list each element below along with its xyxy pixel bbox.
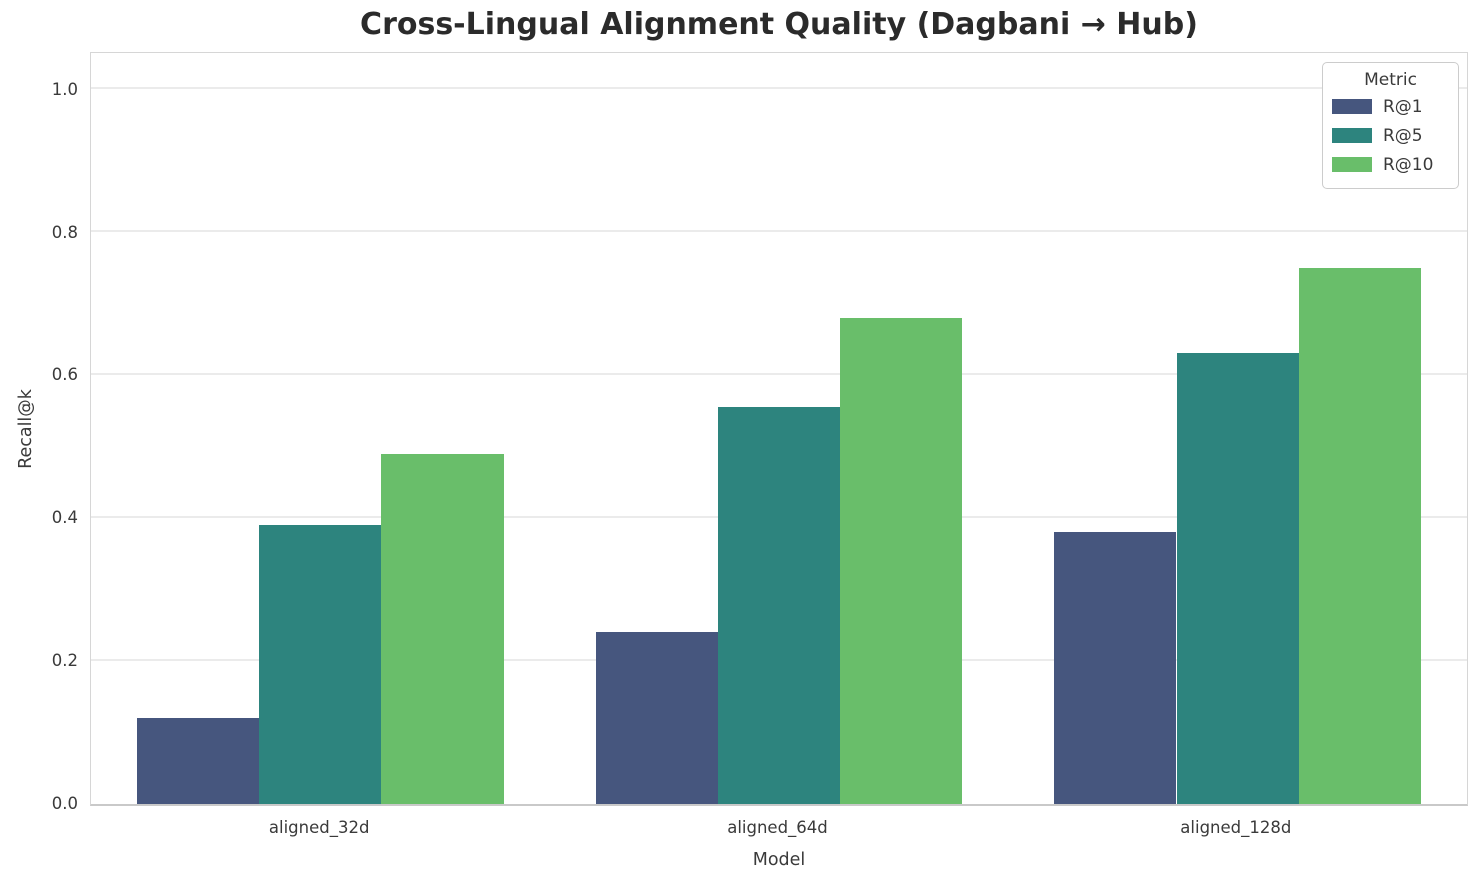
y-tick-1.0: 1.0 <box>51 79 78 99</box>
bar-aligned_32d-R@1 <box>136 718 260 804</box>
y-tick-0.2: 0.2 <box>51 651 78 671</box>
legend-label-R@5: R@5 <box>1383 125 1423 146</box>
y-axis-label: Recall@k <box>16 389 36 469</box>
bar-aligned_64d-R@5 <box>717 407 841 804</box>
legend-label-R@1: R@1 <box>1383 96 1423 117</box>
gridline <box>91 230 1467 232</box>
bar-aligned_64d-R@10 <box>840 317 963 804</box>
x-tick-aligned_128d: aligned_128d <box>1180 818 1292 837</box>
gridline <box>91 87 1467 89</box>
x-tick-aligned_64d: aligned_64d <box>727 818 828 837</box>
bar-aligned_128d-R@1 <box>1054 532 1177 804</box>
plot-area <box>90 52 1468 806</box>
legend-swatch-R@1 <box>1332 99 1372 114</box>
bar-aligned_32d-R@10 <box>381 453 504 804</box>
legend-row-R@5: R@5 <box>1323 121 1458 150</box>
bar-aligned_32d-R@5 <box>259 525 382 804</box>
y-tick-0.0: 0.0 <box>51 794 78 813</box>
y-tick-0.8: 0.8 <box>51 222 78 242</box>
legend-row-R@1: R@1 <box>1323 92 1458 121</box>
chart-title: Cross-Lingual Alignment Quality (Dagbani… <box>360 7 1198 42</box>
x-tick-aligned_32d: aligned_32d <box>268 818 370 837</box>
y-tick-0.4: 0.4 <box>51 508 78 528</box>
legend: Metric R@1 R@5 R@10 <box>1322 62 1459 189</box>
y-tick-0.6: 0.6 <box>51 365 78 385</box>
legend-swatch-R@10 <box>1332 157 1372 172</box>
x-axis-label: Model <box>752 850 806 870</box>
legend-entries: R@1 R@5 R@10 <box>1323 92 1458 179</box>
legend-label-R@10: R@10 <box>1383 154 1434 175</box>
legend-swatch-R@5 <box>1332 128 1372 143</box>
gridline <box>91 373 1467 375</box>
bar-aligned_64d-R@1 <box>595 632 718 804</box>
legend-title: Metric <box>1364 70 1417 90</box>
legend-row-R@10: R@10 <box>1323 150 1458 179</box>
bar-aligned_128d-R@10 <box>1298 267 1422 804</box>
bar-aligned_128d-R@5 <box>1176 353 1299 804</box>
